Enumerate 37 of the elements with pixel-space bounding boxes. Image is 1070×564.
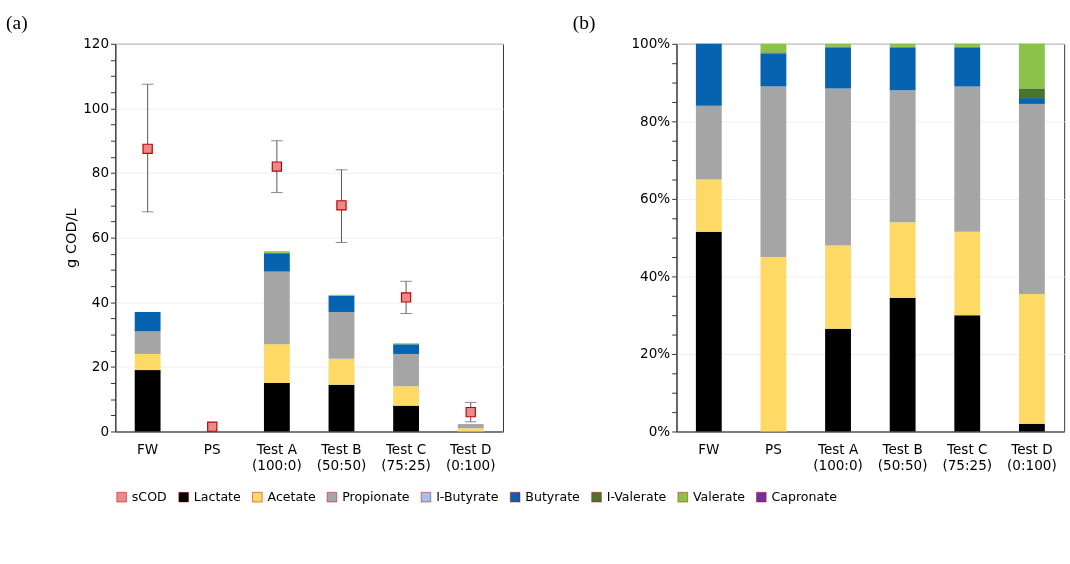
legend-label: I-Butyrate (436, 489, 499, 505)
y-tick-label: 20 (91, 358, 110, 375)
y-tick-label: 60% (640, 190, 671, 207)
x-tick-label: PS (203, 441, 221, 458)
x-tick-label: Test C (75:25) (942, 441, 993, 473)
legend-label: Capronate (771, 489, 838, 505)
x-tick-label: FW (698, 441, 720, 458)
x-tick-label: Test A (100:0) (252, 441, 302, 473)
legend-label: Lactate (193, 489, 242, 505)
x-tick-label: Test A (100:0) (813, 441, 863, 473)
legend-label: Acetate (267, 489, 317, 505)
x-tick-label: Test C (75:25) (381, 441, 431, 473)
y-axis-title: g COD/L (63, 207, 80, 268)
y-tick-label: 0% (648, 422, 671, 439)
legend-label: sCOD (131, 489, 167, 505)
y-tick-label: 60 (91, 229, 110, 246)
x-tick-label: Test D (0:100) (445, 441, 496, 473)
y-tick-label: 80 (91, 164, 110, 181)
x-tick-label: PS (765, 441, 782, 458)
y-tick-label: 20% (640, 345, 671, 362)
y-tick-label: 120 (83, 35, 110, 52)
y-tick-label: 100% (631, 35, 671, 52)
y-tick-label: 40% (640, 267, 671, 284)
y-tick-label: 100 (83, 99, 110, 116)
legend-label: Propionate (342, 489, 410, 505)
y-tick-label: 80% (640, 112, 671, 129)
legend-label: I-Valerate (606, 489, 667, 505)
legend-label: Valerate (692, 489, 746, 505)
x-tick-label: FW (137, 441, 159, 458)
legend-label: Butyrate (525, 489, 581, 505)
x-tick-label: Test B (50:50) (877, 441, 928, 473)
y-tick-label: 0 (100, 422, 110, 439)
x-tick-label: Test B (50:50) (316, 441, 367, 473)
chart-title: (a) (6, 12, 28, 35)
chart-title: (b) (572, 12, 596, 35)
x-tick-label: Test D (0:100) (1007, 441, 1057, 473)
y-tick-label: 40 (91, 293, 110, 310)
